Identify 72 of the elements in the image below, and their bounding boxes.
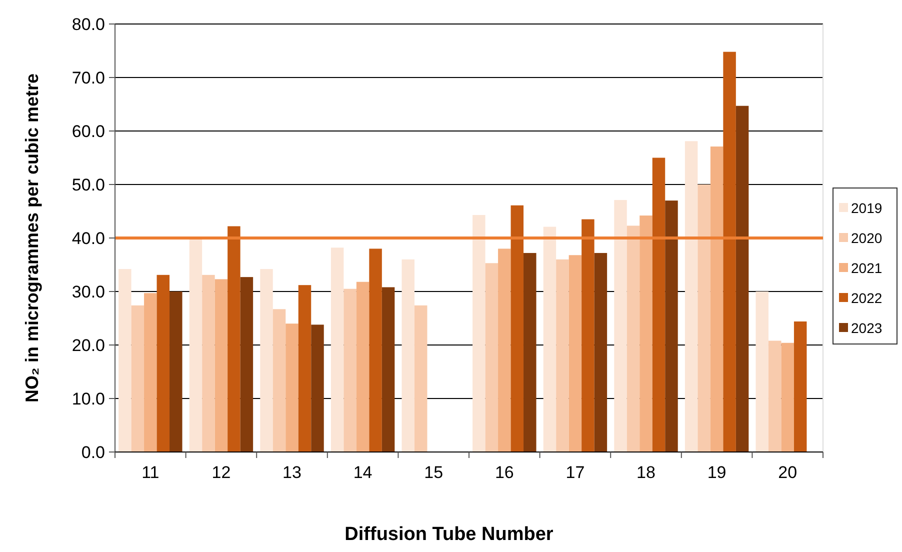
bar [214,279,228,452]
bar [794,321,807,452]
bar [131,305,144,452]
bar [356,282,370,452]
bar [626,226,640,452]
bar [286,324,298,452]
x-tick-label: 17 [566,463,585,482]
x-tick-label: 20 [778,463,798,482]
bar [652,158,666,452]
bar [710,146,724,452]
legend-label: 2019 [851,200,882,216]
x-tick-label: 14 [353,463,372,482]
legend-label: 2020 [851,230,882,246]
bar [472,214,486,452]
bar [510,205,524,452]
x-tick-label: 13 [282,463,302,482]
legend-label: 2023 [851,320,882,336]
bar [202,274,215,452]
y-tick-label: 80.0 [72,14,105,34]
bar [568,255,582,452]
legend-label: 2022 [851,290,882,306]
bar [369,248,382,452]
bar [781,342,794,452]
bar [118,269,132,452]
bar [402,259,414,452]
x-tick-label: 19 [707,463,726,482]
bar [736,106,749,452]
bar [344,288,356,452]
x-tick-label: 12 [212,463,231,482]
bar [498,248,511,452]
y-tick-label: 0.0 [81,442,105,462]
y-tick-label: 20.0 [72,336,105,355]
bar [698,184,710,452]
bar [189,238,202,452]
bar [594,252,608,452]
bar [228,226,240,452]
y-tick-label: 50.0 [72,175,105,194]
bar [298,285,312,452]
bar [330,248,344,452]
bar [485,263,498,452]
y-tick-label: 10.0 [72,389,105,408]
bar [170,292,182,452]
x-axis-title: Diffusion Tube Number [344,524,554,545]
bar [640,216,652,452]
bar [723,52,736,452]
x-tick-label: 15 [424,463,444,482]
bar [556,259,569,452]
bar [768,340,782,452]
bar [614,200,627,452]
bar [311,324,324,452]
bar [382,287,395,452]
bar [524,252,536,452]
bar [260,269,273,452]
y-tick-label: 60.0 [72,122,105,141]
y-axis-title: NO₂ in microgrammes per cubic metre [22,73,42,403]
y-tick-label: 70.0 [72,68,105,88]
bar [582,219,594,452]
x-tick-label: 16 [494,463,514,482]
bar [414,305,428,452]
bar [665,200,678,452]
y-tick-label: 30.0 [72,282,105,302]
bar [756,292,768,452]
bar [684,141,698,452]
bar [543,226,556,452]
y-tick-label: 40.0 [72,228,105,248]
legend-label: 2021 [851,260,882,276]
bar [144,293,157,452]
x-tick-label: 18 [636,463,656,482]
bar [272,309,286,452]
bar [156,274,170,452]
x-tick-label: 11 [142,463,160,482]
bar [240,277,254,452]
